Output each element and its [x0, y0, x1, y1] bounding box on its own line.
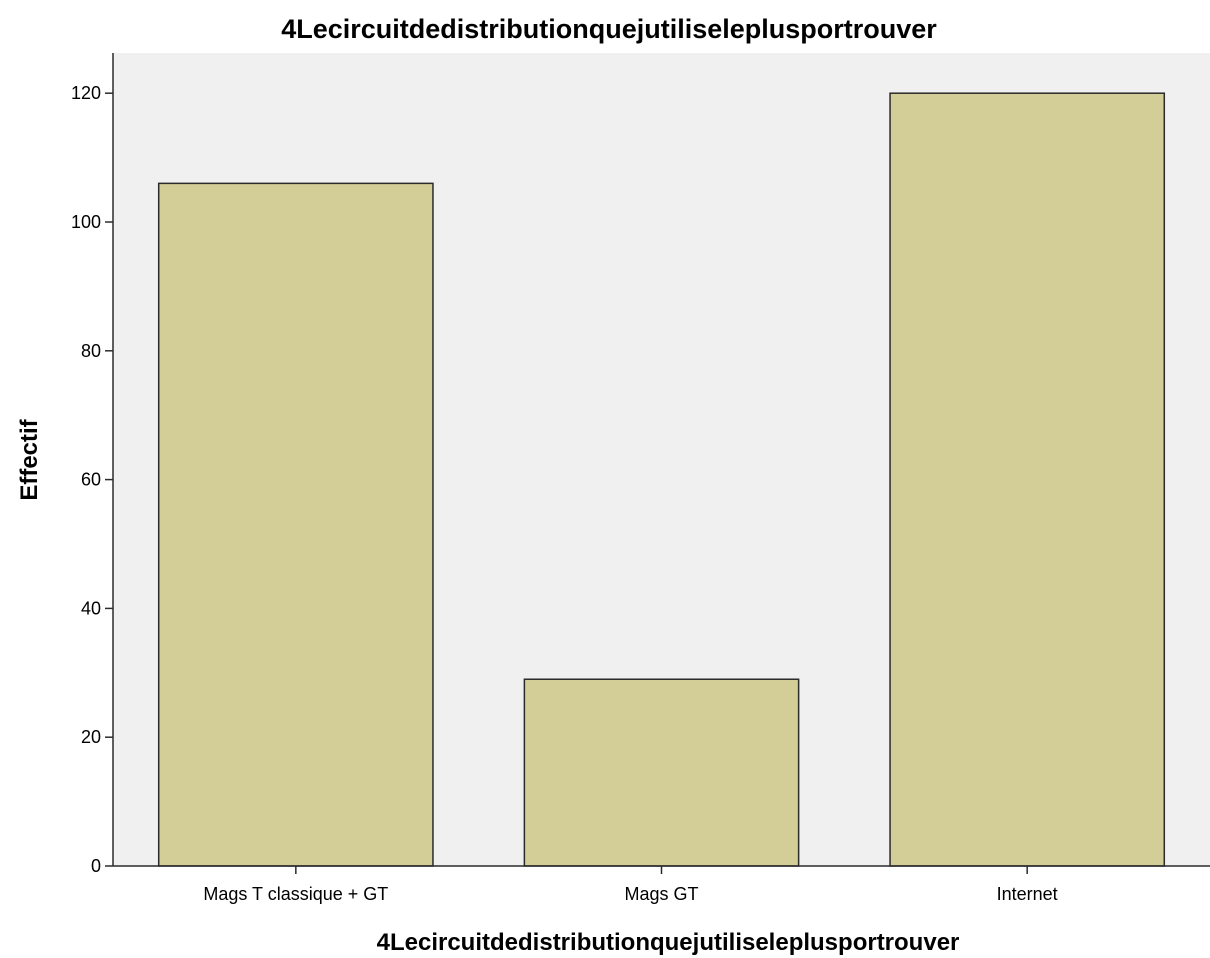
y-tick-label: 40	[81, 598, 101, 618]
y-tick-label: 80	[81, 341, 101, 361]
x-tick-label: Mags T classique + GT	[203, 884, 388, 904]
x-tick-label: Mags GT	[624, 884, 698, 904]
x-tick-label: Internet	[997, 884, 1058, 904]
chart-title: 4Lecircuitdedistributionquejutiliseleplu…	[281, 14, 937, 44]
y-tick-label: 60	[81, 470, 101, 490]
y-tick-label: 20	[81, 727, 101, 747]
y-axis-title: Effectif	[16, 418, 43, 500]
bar-1	[523, 678, 800, 867]
y-axis-ticks: 0 20 40 60 80 100 120	[71, 83, 113, 876]
bar-0	[157, 182, 434, 867]
bars-group	[157, 92, 1166, 867]
y-tick-label: 0	[91, 856, 101, 876]
x-axis-title: 4Lecircuitdedistributionquejutiliseleplu…	[377, 929, 960, 956]
x-axis-ticks: Mags T classique + GT Mags GT Internet	[203, 866, 1058, 904]
y-tick-label: 120	[71, 83, 101, 103]
y-tick-label: 100	[71, 212, 101, 232]
bar-2	[889, 92, 1166, 867]
